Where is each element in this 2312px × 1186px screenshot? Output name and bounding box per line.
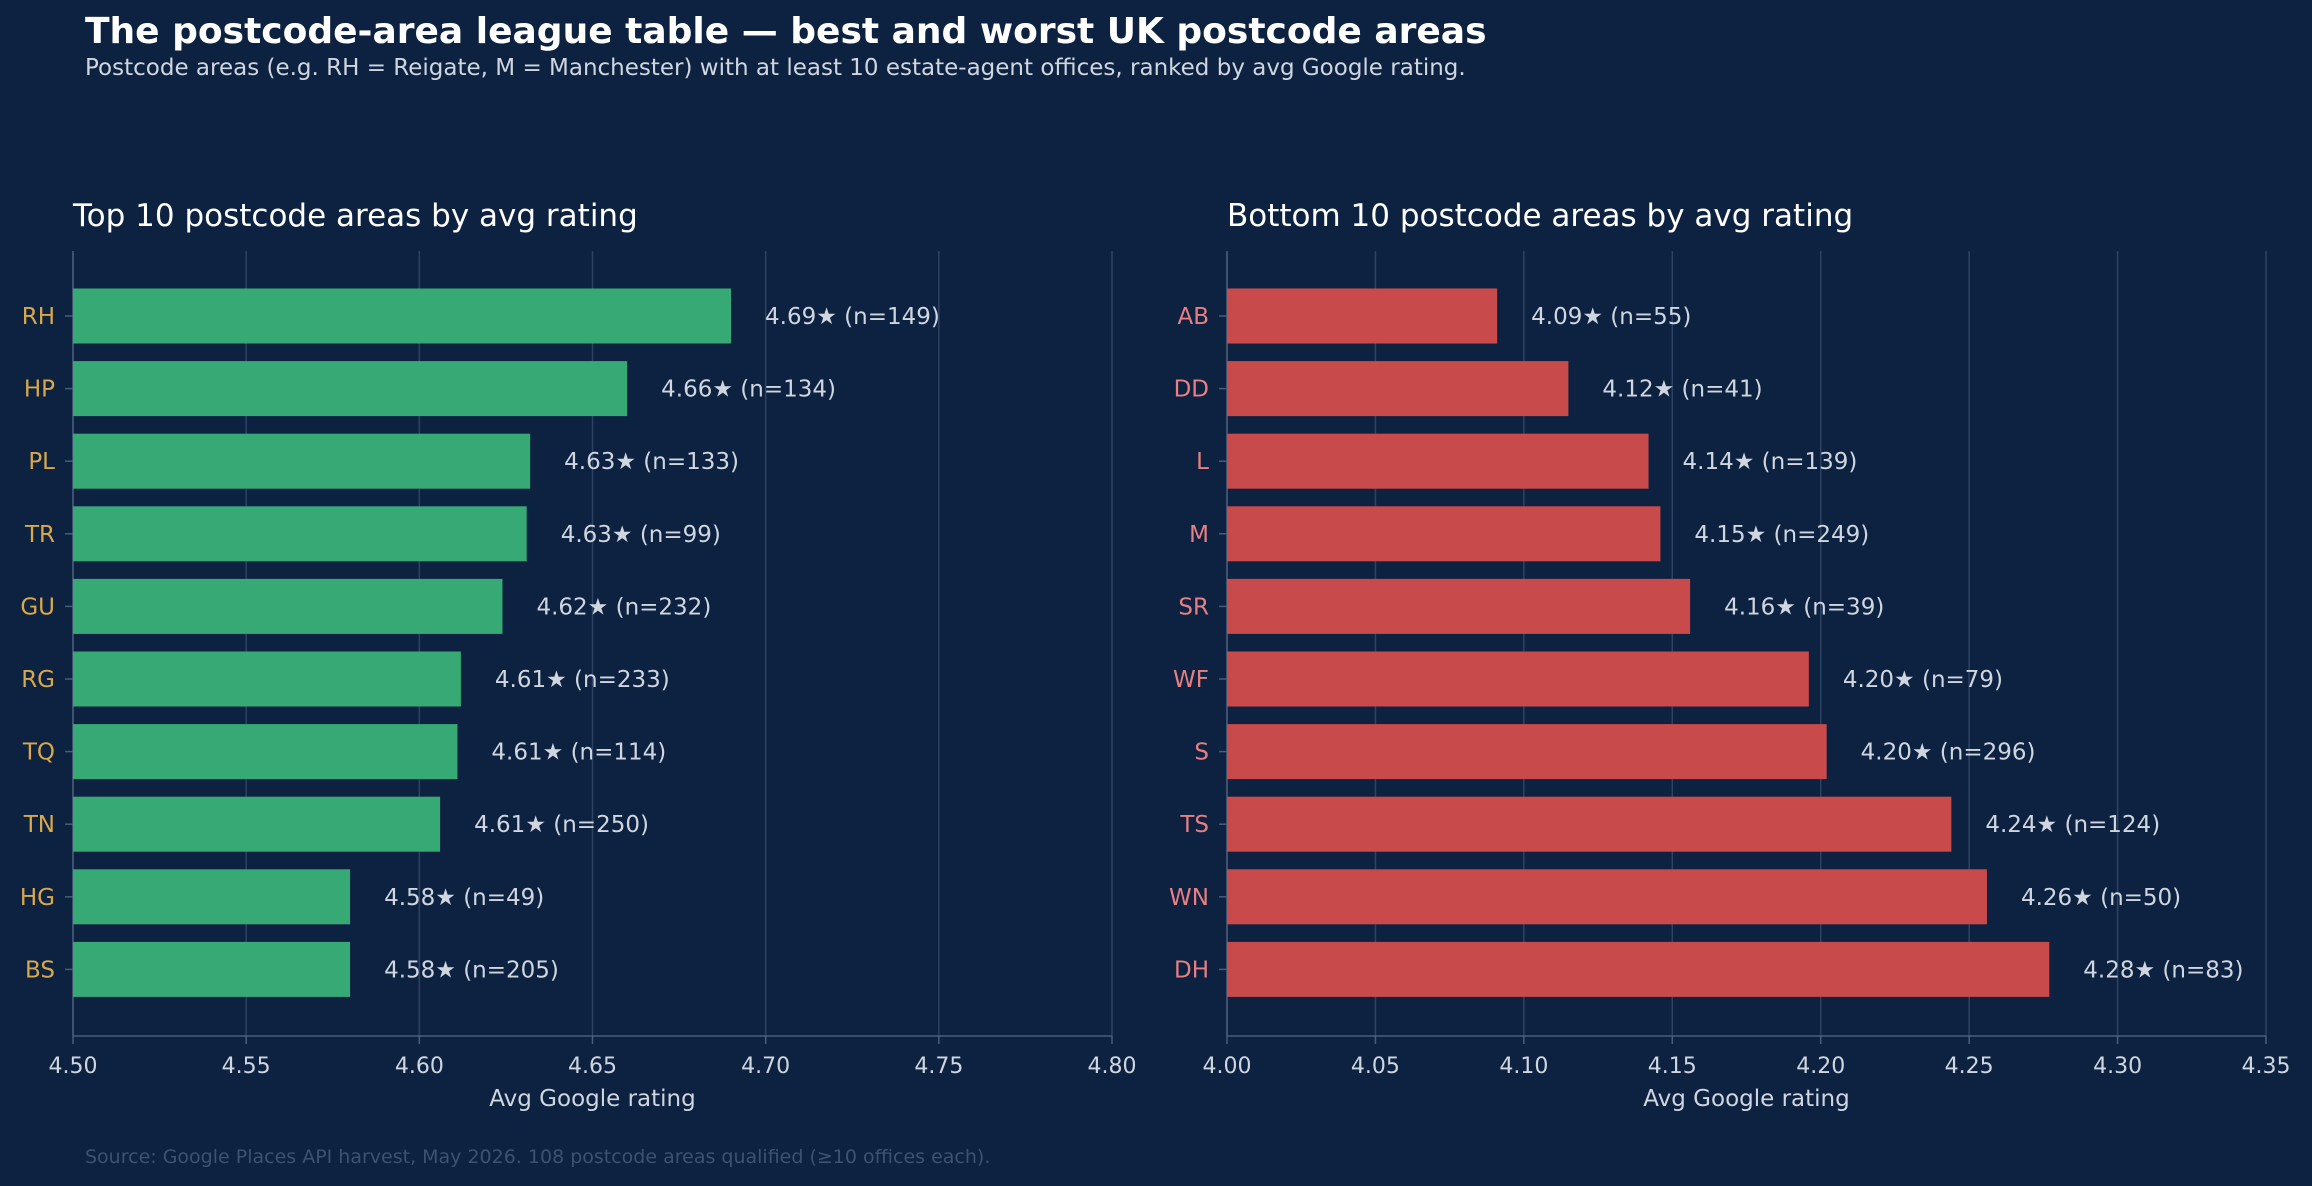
bottom-chart-title: Bottom 10 postcode areas by avg rating (1227, 198, 1853, 234)
top-value-label-tn: 4.61★ (n=250) (474, 812, 649, 838)
top-bar-rg (73, 651, 461, 707)
top-bar-gu (73, 578, 503, 634)
bottom-value-label-sr: 4.16★ (n=39) (1724, 594, 1884, 620)
page-subtitle: Postcode areas (e.g. RH = Reigate, M = M… (85, 55, 1466, 81)
top-category-label-gu: GU (20, 594, 55, 620)
top-value-label-pl: 4.63★ (n=133) (564, 449, 739, 475)
bottom-bar-ts (1227, 796, 1952, 852)
source-note: Source: Google Places API harvest, May 2… (85, 1146, 991, 1168)
bottom-bar-m (1227, 506, 1661, 562)
bottom-category-label-sr: SR (1178, 594, 1209, 620)
bottom-x-tick-label: 4.05 (1351, 1054, 1400, 1079)
bottom-value-label-dd: 4.12★ (n=41) (1602, 377, 1762, 403)
bottom-x-tick-label: 4.20 (1796, 1054, 1845, 1079)
top-x-tick-label: 4.75 (914, 1054, 963, 1079)
bottom-bar-ab (1227, 288, 1498, 344)
bottom-value-label-ab: 4.09★ (n=55) (1531, 304, 1691, 330)
top-value-label-hp: 4.66★ (n=134) (661, 377, 836, 403)
top-x-axis-label: Avg Google rating (489, 1086, 695, 1112)
bottom-x-tick-label: 4.30 (2093, 1054, 2142, 1079)
page-title: The postcode-area league table — best an… (85, 11, 1487, 52)
bottom-bar-dh (1227, 941, 2050, 997)
top-bar-tr (73, 506, 527, 562)
top-bar-pl (73, 433, 531, 489)
top-x-tick-label: 4.65 (568, 1054, 617, 1079)
bottom-category-label-ts: TS (1179, 812, 1209, 838)
bottom-value-label-wf: 4.20★ (n=79) (1843, 667, 2003, 693)
top-value-label-gu: 4.62★ (n=232) (536, 594, 711, 620)
bottom-x-axis-label: Avg Google rating (1643, 1086, 1849, 1112)
bottom-value-label-ts: 4.24★ (n=124) (1985, 812, 2160, 838)
bottom-category-label-dd: DD (1174, 377, 1209, 403)
bottom-bar-sr (1227, 578, 1691, 634)
bottom-x-tick-label: 4.00 (1203, 1054, 1252, 1079)
top-category-label-pl: PL (28, 449, 55, 475)
top-category-label-hp: HP (24, 377, 55, 403)
bottom-value-label-m: 4.15★ (n=249) (1694, 522, 1869, 548)
top-category-label-tn: TN (23, 812, 55, 838)
bottom-x-tick-label: 4.25 (1945, 1054, 1994, 1079)
top-category-label-rh: RH (22, 304, 55, 330)
bottom-category-label-wf: WF (1173, 667, 1209, 693)
top-category-label-rg: RG (21, 667, 55, 693)
bottom-category-label-s: S (1194, 740, 1209, 766)
bottom-value-label-dh: 4.28★ (n=83) (2083, 957, 2243, 983)
bottom-category-label-dh: DH (1174, 957, 1209, 983)
top-x-tick-label: 4.60 (395, 1054, 444, 1079)
top-bar-hg (73, 869, 351, 925)
bottom-value-label-s: 4.20★ (n=296) (1861, 740, 2036, 766)
bottom-x-tick-label: 4.35 (2242, 1054, 2291, 1079)
top-x-tick-label: 4.70 (741, 1054, 790, 1079)
bottom-bar-wf (1227, 651, 1809, 707)
top-x-tick-label: 4.55 (222, 1054, 271, 1079)
bottom-category-label-ab: AB (1177, 304, 1209, 330)
top-category-label-bs: BS (25, 957, 55, 983)
bottom-category-label-m: M (1189, 522, 1209, 548)
top-x-tick-label: 4.80 (1088, 1054, 1137, 1079)
top-value-label-bs: 4.58★ (n=205) (384, 957, 559, 983)
top-x-tick-label: 4.50 (49, 1054, 98, 1079)
top-bar-tq (73, 724, 458, 780)
top-value-label-tq: 4.61★ (n=114) (491, 740, 666, 766)
top-chart-title: Top 10 postcode areas by avg rating (72, 198, 638, 234)
bottom-category-label-l: L (1196, 449, 1209, 475)
top-bar-hp (73, 361, 628, 417)
top-category-label-tq: TQ (22, 740, 55, 766)
top-value-label-rh: 4.69★ (n=149) (765, 304, 940, 330)
bottom-value-label-wn: 4.26★ (n=50) (2021, 885, 2181, 911)
top-bar-tn (73, 796, 441, 852)
bottom-value-label-l: 4.14★ (n=139) (1683, 449, 1858, 475)
top-bar-rh (73, 288, 732, 344)
bottom-bar-l (1227, 433, 1649, 489)
top-value-label-rg: 4.61★ (n=233) (495, 667, 670, 693)
top-category-label-tr: TR (24, 522, 55, 548)
bottom-bar-wn (1227, 869, 1987, 925)
bottom-x-tick-label: 4.15 (1648, 1054, 1697, 1079)
top-value-label-tr: 4.63★ (n=99) (561, 522, 721, 548)
top-value-label-hg: 4.58★ (n=49) (384, 885, 544, 911)
bottom-x-tick-label: 4.10 (1499, 1054, 1548, 1079)
bottom-bar-dd (1227, 361, 1569, 417)
bottom-bar-s (1227, 724, 1827, 780)
bottom-category-label-wn: WN (1169, 885, 1209, 911)
top-bar-bs (73, 941, 351, 997)
top-category-label-hg: HG (20, 885, 55, 911)
